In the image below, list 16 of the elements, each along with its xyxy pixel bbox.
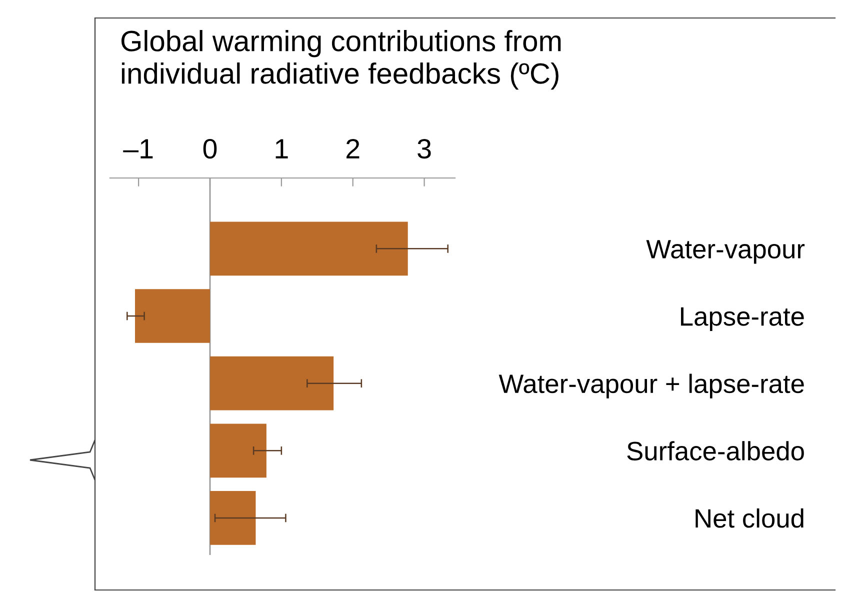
x-tick-label: 0 [203, 138, 217, 159]
x-tick-label: –1 [123, 139, 153, 158]
x-tick-label: 1 [276, 139, 288, 158]
x-tick-label: 3 [418, 138, 431, 159]
bar [135, 289, 210, 343]
bar [210, 222, 408, 276]
y-tick-label: Water-vapour + lapse-rate [498, 374, 804, 398]
x-tick-label: 2 [346, 138, 360, 158]
bar [210, 356, 334, 410]
y-tick-label: Water-vapour [646, 240, 805, 264]
bar [210, 424, 266, 478]
chart-title: Global warming contributions from individual radiative feedbacks (ºC) [121, 30, 561, 90]
bar [210, 491, 256, 545]
y-tick-label: Lapse-rate [681, 307, 804, 332]
y-tick-label: Surface-albedo [627, 441, 804, 460]
y-tick-label: Net cloud [696, 508, 804, 528]
